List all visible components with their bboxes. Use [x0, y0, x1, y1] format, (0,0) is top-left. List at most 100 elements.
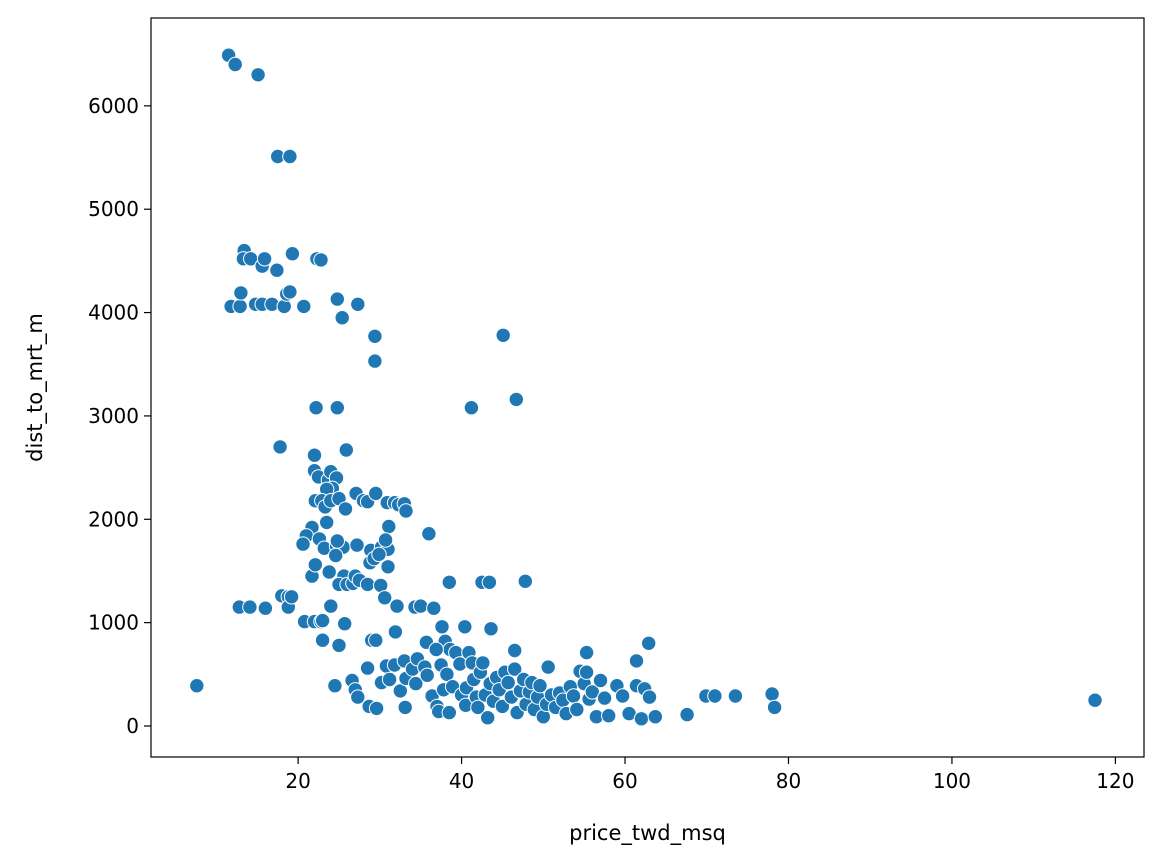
y-axis-label: dist_to_mrt_m	[23, 313, 48, 462]
x-tick-label: 80	[776, 769, 801, 793]
data-point	[272, 439, 288, 455]
data-point	[578, 664, 595, 680]
data-point	[601, 708, 617, 724]
data-point	[380, 559, 396, 575]
data-point	[641, 635, 657, 651]
data-point	[434, 619, 450, 635]
data-point	[507, 642, 523, 659]
data-point	[377, 532, 394, 548]
data-point	[368, 700, 385, 717]
data-point	[323, 598, 339, 614]
data-point	[508, 391, 524, 408]
data-point	[314, 632, 331, 648]
data-point	[387, 624, 404, 640]
data-point	[565, 688, 582, 704]
y-tick-label: 2000	[88, 507, 139, 531]
data-point	[242, 599, 258, 615]
data-point	[463, 400, 480, 416]
data-point	[276, 298, 292, 315]
plot-frame	[150, 17, 1145, 758]
data-point	[257, 600, 274, 616]
data-point	[350, 689, 366, 705]
data-point	[359, 576, 376, 593]
data-point	[596, 690, 613, 706]
data-point	[269, 262, 285, 278]
data-point	[329, 533, 345, 549]
data-point	[367, 353, 383, 369]
data-point	[517, 573, 533, 589]
data-point	[349, 537, 365, 553]
data-point	[381, 518, 397, 535]
data-point	[328, 547, 344, 564]
data-point	[764, 686, 780, 702]
data-point	[483, 621, 499, 637]
y-tick-label: 4000	[88, 301, 139, 325]
data-point	[532, 678, 548, 694]
x-tick-label: 20	[285, 769, 310, 793]
data-point	[337, 616, 353, 632]
data-point	[314, 612, 331, 629]
data-point	[256, 251, 273, 267]
data-point	[283, 589, 300, 605]
data-point	[327, 678, 343, 694]
data-point	[475, 655, 491, 671]
data-point	[392, 683, 408, 699]
data-point	[308, 400, 324, 416]
x-axis-label: price_twd_msq	[569, 821, 726, 846]
data-point	[507, 661, 523, 677]
data-point	[1087, 692, 1103, 708]
data-point	[337, 501, 354, 517]
data-point	[480, 710, 496, 726]
data-point	[413, 598, 429, 614]
data-point	[329, 400, 345, 416]
data-point	[441, 704, 457, 721]
x-tick-label: 100	[933, 769, 971, 793]
data-point	[350, 296, 366, 312]
data-point	[397, 699, 413, 716]
data-point	[495, 327, 511, 343]
data-point	[189, 678, 205, 694]
data-point	[334, 310, 350, 326]
y-tick-label: 3000	[88, 404, 139, 428]
data-point	[569, 701, 585, 718]
data-point	[584, 684, 600, 700]
data-point	[766, 699, 783, 716]
data-point	[295, 536, 311, 552]
x-tick-label: 60	[612, 769, 637, 793]
data-point	[306, 447, 323, 463]
data-point	[494, 698, 511, 715]
points-layer	[189, 47, 1103, 727]
y-axis-ticks: 0 1000 2000 3000 4000 5000 6000	[88, 94, 151, 738]
y-tick-label: 0	[126, 714, 139, 738]
data-point	[592, 672, 609, 689]
data-point	[368, 632, 384, 648]
data-point	[641, 689, 658, 705]
data-point	[284, 246, 301, 262]
data-point	[679, 706, 695, 723]
data-point	[282, 284, 298, 300]
data-point	[428, 641, 444, 658]
data-point	[329, 291, 345, 307]
data-point	[633, 711, 650, 727]
y-tick-label: 5000	[88, 197, 139, 221]
x-axis-ticks: 20 40 60 80 100 120	[285, 757, 1134, 793]
data-point	[470, 699, 486, 716]
data-point	[359, 660, 376, 676]
data-point	[578, 644, 595, 661]
data-point	[421, 526, 437, 542]
x-tick-label: 120	[1096, 769, 1134, 793]
data-point	[727, 688, 744, 704]
data-point	[367, 328, 383, 344]
data-point	[500, 674, 516, 691]
data-point	[377, 590, 393, 606]
y-tick-label: 1000	[88, 611, 139, 635]
data-point	[389, 598, 405, 614]
data-point	[614, 688, 631, 704]
data-point	[481, 574, 498, 590]
data-point	[368, 485, 384, 502]
data-point	[227, 56, 243, 73]
data-point	[321, 564, 337, 580]
data-point	[439, 666, 455, 682]
